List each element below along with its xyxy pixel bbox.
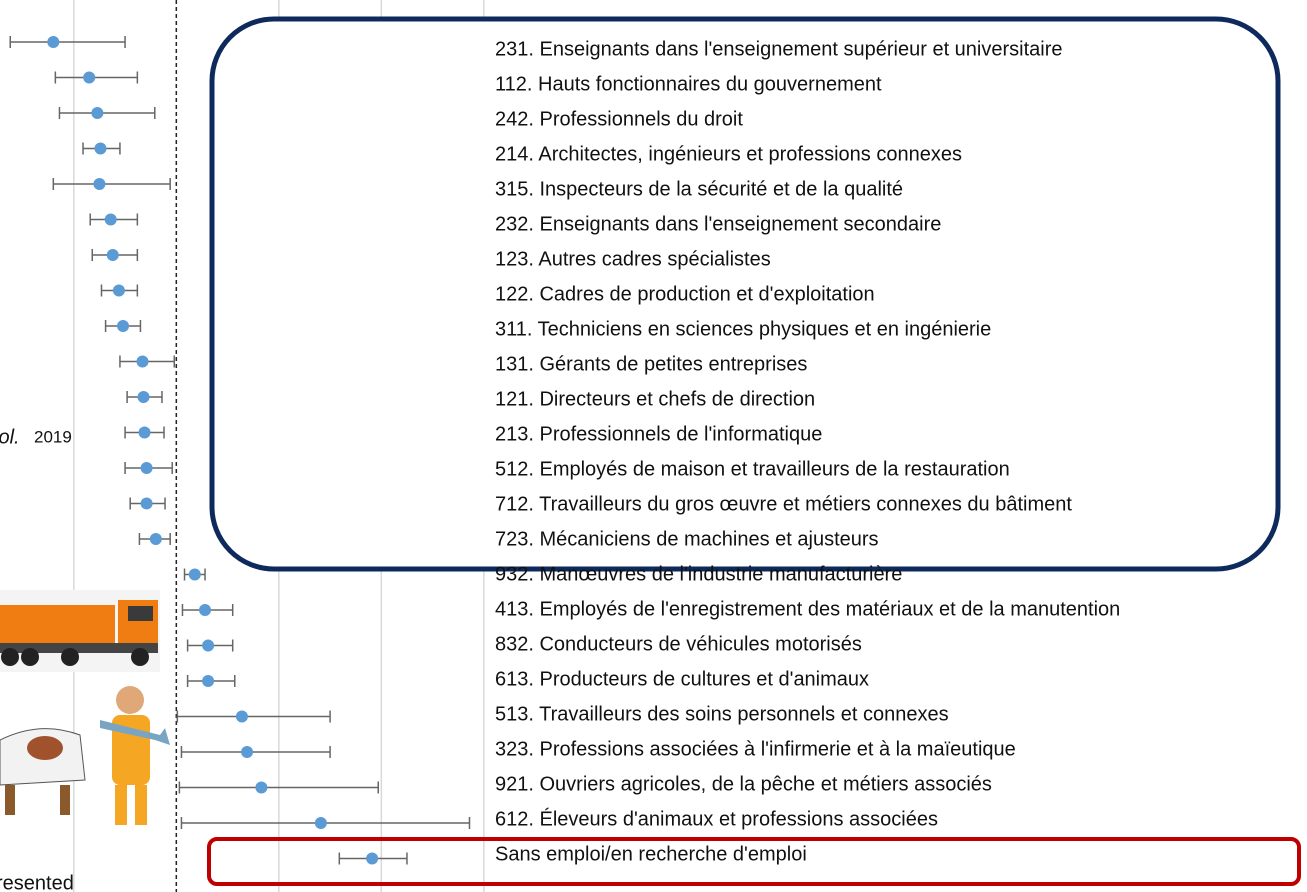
point	[140, 462, 153, 474]
point	[138, 426, 151, 439]
row-label: 232. Enseignants dans l'enseignement sec…	[495, 213, 941, 235]
row-label: 121. Directeurs et chefs de direction	[495, 388, 815, 410]
point	[137, 391, 150, 403]
row-label: 413. Employés de l'enregistrement des ma…	[495, 598, 1120, 620]
point	[106, 249, 119, 261]
row-label: 512. Employés de maison et travailleurs …	[495, 458, 1010, 480]
point	[255, 781, 268, 794]
point	[83, 71, 96, 84]
row-label: 242. Professionnels du droit	[495, 108, 743, 130]
row-label: 315. Inspecteurs de la sécurité et de la…	[495, 178, 903, 200]
row-label: 723. Mécaniciens de machines et ajusteur…	[495, 528, 879, 550]
side-text: resented	[0, 872, 74, 892]
point	[104, 213, 117, 226]
point	[235, 710, 248, 723]
point	[140, 497, 153, 510]
point	[188, 568, 201, 581]
point	[93, 178, 106, 190]
row-label: 613. Producteurs de cultures et d'animau…	[495, 668, 869, 690]
point	[94, 142, 107, 155]
row-label: Sans emploi/en recherche d'emploi	[495, 843, 807, 865]
row-label: 213. Professionnels de l'informatique	[495, 423, 822, 445]
point	[117, 320, 130, 332]
row-label: 832. Conducteurs de véhicules motorisés	[495, 633, 862, 655]
point	[366, 852, 379, 865]
side-text: 2019	[34, 427, 72, 446]
row-label: 612. Éleveurs d'animaux et professions a…	[495, 807, 938, 830]
point	[314, 817, 327, 829]
row-label: 112. Hauts fonctionnaires du gouvernemen…	[495, 73, 882, 95]
row-label: 932. Manœuvres de l'industrie manufactur…	[495, 563, 902, 585]
row-label: 131. Gérants de petites entreprises	[495, 353, 807, 375]
row-label: 323. Professions associées à l'infirmeri…	[495, 738, 1016, 760]
point	[202, 675, 215, 687]
point	[112, 284, 125, 297]
row-label: 513. Travailleurs des soins personnels e…	[495, 703, 949, 725]
point	[241, 746, 254, 758]
point	[149, 533, 162, 545]
row-label: 123. Autres cadres spécialistes	[495, 248, 771, 270]
point	[136, 355, 149, 368]
point	[91, 107, 104, 119]
truck-image	[0, 590, 160, 672]
point	[199, 604, 212, 616]
point	[202, 639, 215, 652]
point	[47, 36, 60, 48]
farm-image	[0, 686, 170, 825]
row-label: 921. Ouvriers agricoles, de la pêche et …	[495, 773, 992, 795]
row-label: 712. Travailleurs du gros œuvre et métie…	[495, 493, 1072, 515]
highlight-box-red	[207, 837, 1301, 886]
row-label: 231. Enseignants dans l'enseignement sup…	[495, 38, 1063, 60]
row-label: 214. Architectes, ingénieurs et professi…	[495, 143, 962, 165]
row-label: 311. Techniciens en sciences physiques e…	[495, 318, 991, 340]
plot-layer-top: 231. Enseignants dans l'enseignement sup…	[176, 38, 1120, 865]
side-text: iol.	[0, 426, 20, 448]
highlight-box	[209, 16, 1281, 572]
row-label: 122. Cadres de production et d'exploitat…	[495, 283, 875, 305]
